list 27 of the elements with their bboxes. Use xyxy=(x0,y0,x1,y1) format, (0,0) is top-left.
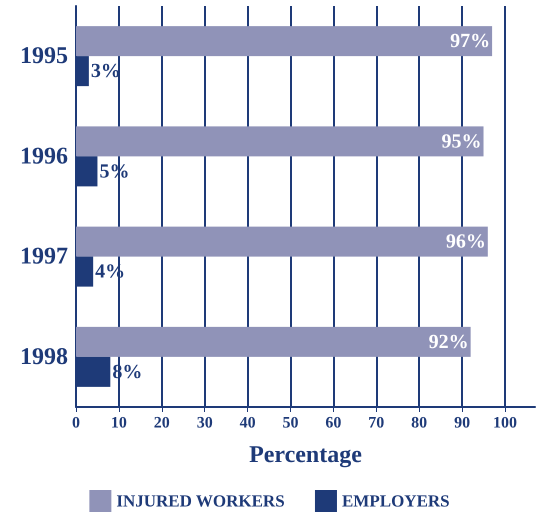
bar xyxy=(76,26,492,56)
y-tick-label: 1998 xyxy=(20,344,68,370)
legend-label: INJURED WORKERS xyxy=(116,492,285,510)
x-tick-label: 60 xyxy=(325,414,342,432)
x-tick-label: 50 xyxy=(282,414,298,432)
x-tick-label: 10 xyxy=(110,414,127,432)
bar xyxy=(76,126,484,156)
data-label: 95% xyxy=(442,130,482,152)
x-axis-title: Percentage xyxy=(249,442,362,468)
y-tick-label: 1996 xyxy=(20,143,68,170)
y-tick-label: 1995 xyxy=(20,43,68,70)
legend-label: EMPLOYERS xyxy=(342,492,450,510)
bar xyxy=(76,326,471,357)
data-label: 92% xyxy=(428,330,469,353)
data-label: 96% xyxy=(446,230,486,253)
x-tick-label: 0 xyxy=(72,414,80,432)
x-tick-label: 20 xyxy=(154,414,170,432)
data-label: 3% xyxy=(90,60,121,82)
x-tick-label: 100 xyxy=(492,414,517,432)
bar xyxy=(76,226,488,257)
x-tick-label: 30 xyxy=(196,414,213,432)
x-tick-label: 80 xyxy=(411,414,428,432)
x-tick-label: 70 xyxy=(368,414,384,432)
x-tick-label: 90 xyxy=(454,414,470,432)
data-label: 97% xyxy=(450,30,490,52)
x-tick-label: 40 xyxy=(240,414,256,432)
y-tick-label: 1997 xyxy=(20,244,68,270)
